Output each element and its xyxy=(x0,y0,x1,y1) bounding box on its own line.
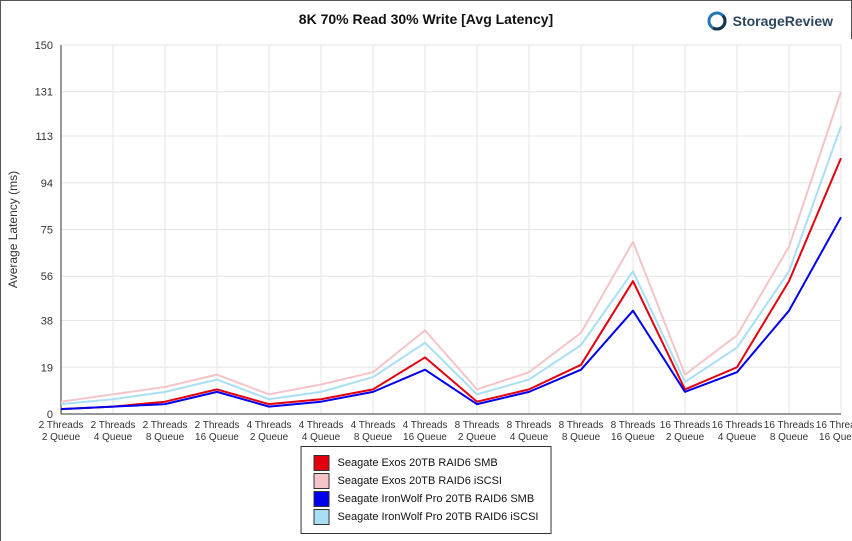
svg-text:2 Queue: 2 Queue xyxy=(458,432,497,443)
svg-text:38: 38 xyxy=(41,316,53,328)
brand-text: StorageReview xyxy=(733,13,833,29)
svg-text:150: 150 xyxy=(35,40,53,52)
storagereview-icon xyxy=(707,11,727,31)
svg-text:16 Threads: 16 Threads xyxy=(712,420,762,431)
legend-swatch xyxy=(314,473,330,489)
svg-text:4 Threads: 4 Threads xyxy=(247,420,292,431)
svg-text:8 Threads: 8 Threads xyxy=(455,420,500,431)
svg-text:4 Queue: 4 Queue xyxy=(510,432,549,443)
svg-text:8 Threads: 8 Threads xyxy=(559,420,604,431)
legend-box: Seagate Exos 20TB RAID6 SMB Seagate Exos … xyxy=(301,446,552,534)
svg-text:4 Queue: 4 Queue xyxy=(302,432,341,443)
legend-label: Seagate Exos 20TB RAID6 iSCSI xyxy=(338,475,502,487)
svg-text:131: 131 xyxy=(35,87,53,99)
svg-text:16 Queue: 16 Queue xyxy=(819,432,852,443)
svg-text:2 Threads: 2 Threads xyxy=(91,420,136,431)
svg-text:113: 113 xyxy=(35,131,53,143)
legend-item: Seagate Exos 20TB RAID6 SMB xyxy=(314,455,539,471)
svg-text:2 Threads: 2 Threads xyxy=(195,420,240,431)
svg-text:8 Queue: 8 Queue xyxy=(562,432,601,443)
svg-text:4 Queue: 4 Queue xyxy=(718,432,757,443)
svg-text:16 Threads: 16 Threads xyxy=(660,420,710,431)
svg-text:8 Threads: 8 Threads xyxy=(611,420,656,431)
legend-swatch xyxy=(314,491,330,507)
svg-text:2 Queue: 2 Queue xyxy=(42,432,81,443)
svg-text:16 Queue: 16 Queue xyxy=(195,432,239,443)
legend-item: Seagate Exos 20TB RAID6 iSCSI xyxy=(314,473,539,489)
svg-text:16 Queue: 16 Queue xyxy=(403,432,447,443)
legend-item: Seagate IronWolf Pro 20TB RAID6 SMB xyxy=(314,491,539,507)
svg-text:8 Queue: 8 Queue xyxy=(770,432,809,443)
legend-item: Seagate IronWolf Pro 20TB RAID6 iSCSI xyxy=(314,509,539,525)
svg-text:16 Threads: 16 Threads xyxy=(764,420,814,431)
svg-text:2 Queue: 2 Queue xyxy=(666,432,705,443)
legend-swatch xyxy=(314,455,330,471)
chart-frame: 8K 70% Read 30% Write [Avg Latency] Stor… xyxy=(0,0,852,541)
svg-text:2 Queue: 2 Queue xyxy=(250,432,289,443)
svg-text:16 Threads: 16 Threads xyxy=(816,420,852,431)
legend-label: Seagate IronWolf Pro 20TB RAID6 SMB xyxy=(338,493,535,505)
legend-label: Seagate Exos 20TB RAID6 SMB xyxy=(338,457,498,469)
svg-text:2 Threads: 2 Threads xyxy=(39,420,84,431)
svg-text:8 Queue: 8 Queue xyxy=(354,432,393,443)
svg-text:2 Threads: 2 Threads xyxy=(143,420,188,431)
svg-text:94: 94 xyxy=(41,178,53,190)
legend-label: Seagate IronWolf Pro 20TB RAID6 iSCSI xyxy=(338,511,539,523)
svg-text:19: 19 xyxy=(41,362,53,374)
svg-text:8 Threads: 8 Threads xyxy=(507,420,552,431)
svg-text:4 Threads: 4 Threads xyxy=(299,420,344,431)
brand-badge: StorageReview xyxy=(707,11,833,31)
svg-text:8 Queue: 8 Queue xyxy=(146,432,185,443)
svg-text:4 Threads: 4 Threads xyxy=(351,420,396,431)
legend-swatch xyxy=(314,509,330,525)
svg-text:Average Latency (ms): Average Latency (ms) xyxy=(6,171,20,288)
svg-text:4 Queue: 4 Queue xyxy=(94,432,133,443)
svg-text:75: 75 xyxy=(41,225,53,237)
svg-text:56: 56 xyxy=(41,271,53,283)
svg-text:4 Threads: 4 Threads xyxy=(403,420,448,431)
svg-text:16 Queue: 16 Queue xyxy=(611,432,655,443)
